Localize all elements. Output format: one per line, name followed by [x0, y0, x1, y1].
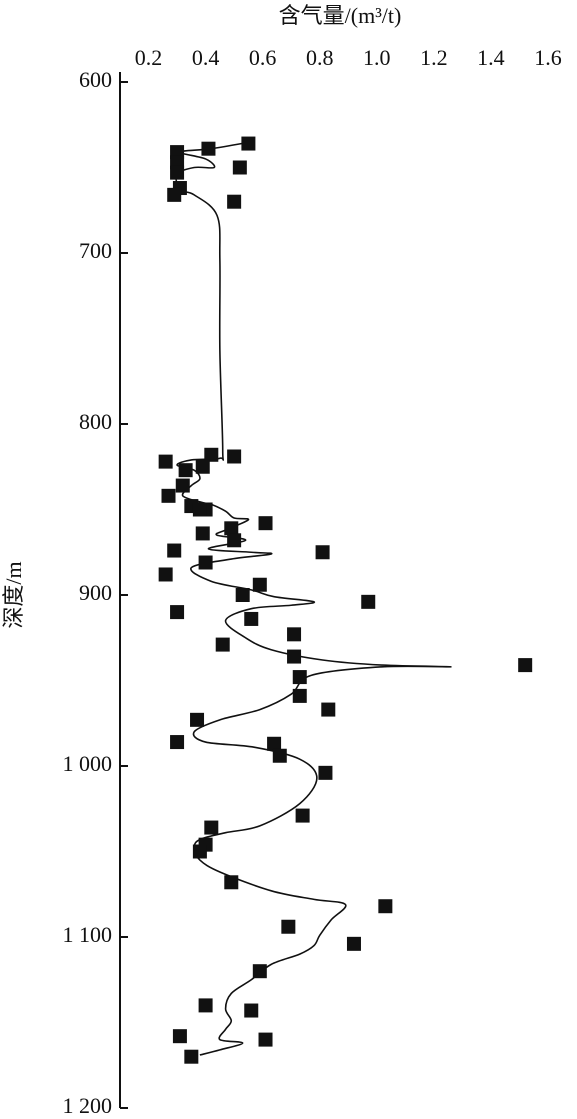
data-point: [198, 555, 213, 570]
x-tick-label: 1.6: [534, 45, 562, 70]
data-point: [195, 526, 210, 541]
data-point: [204, 820, 219, 835]
data-point: [204, 447, 219, 462]
y-axis-title: 深度/m: [1, 561, 26, 628]
data-point: [318, 765, 333, 780]
data-point: [252, 577, 267, 592]
data-point: [361, 594, 376, 609]
x-tick-label: 1.0: [363, 45, 391, 70]
data-point: [172, 1029, 187, 1044]
data-point: [227, 194, 242, 209]
x-tick-label: 1.4: [477, 45, 505, 70]
x-tick-label: 0.2: [135, 45, 163, 70]
data-point: [170, 165, 185, 180]
data-point: [346, 936, 361, 951]
data-point: [170, 735, 185, 750]
x-tick-label: 0.8: [306, 45, 334, 70]
data-point: [161, 488, 176, 503]
data-point: [192, 844, 207, 859]
data-point: [232, 160, 247, 175]
y-tick-label: 700: [79, 238, 112, 263]
data-point: [198, 998, 213, 1013]
y-tick-label: 1 000: [63, 751, 113, 776]
data-point: [158, 454, 173, 469]
data-point: [295, 808, 310, 823]
x-tick-label: 0.6: [249, 45, 277, 70]
fit-curve: [175, 141, 452, 1056]
data-point: [178, 463, 193, 478]
y-tick-label: 1 100: [63, 922, 113, 947]
data-point: [235, 588, 250, 602]
data-point: [175, 478, 190, 493]
x-tick-label: 0.4: [192, 45, 220, 70]
x-tick-label: 1.2: [420, 45, 448, 70]
data-point: [170, 605, 185, 620]
data-point: [267, 736, 282, 751]
data-point: [244, 611, 259, 626]
data-point: [167, 187, 182, 202]
data-point: [195, 459, 210, 474]
data-point: [167, 543, 182, 558]
data-point: [258, 1032, 273, 1047]
data-point: [292, 670, 307, 685]
data-point: [378, 899, 393, 914]
data-point: [227, 449, 242, 464]
data-point: [272, 748, 287, 763]
data-point: [244, 1003, 259, 1018]
data-point: [518, 658, 533, 673]
data-point: [241, 136, 256, 151]
y-tick-label: 1 200: [63, 1093, 113, 1114]
data-point: [192, 502, 207, 517]
data-point: [321, 702, 336, 717]
y-tick-label: 600: [79, 67, 112, 92]
data-point: [281, 919, 296, 934]
data-point: [190, 712, 205, 727]
data-point: [215, 637, 230, 652]
y-tick-label: 800: [79, 409, 112, 434]
data-point: [315, 545, 330, 560]
x-axis-title: 含气量/(m³/t): [279, 3, 402, 28]
y-tick-label: 900: [79, 580, 112, 605]
data-point: [224, 875, 239, 890]
data-point: [201, 141, 216, 156]
data-point: [292, 688, 307, 703]
data-point: [258, 516, 273, 531]
data-point: [184, 1049, 199, 1064]
data-point: [252, 964, 267, 979]
data-point: [287, 627, 302, 642]
data-point: [158, 567, 173, 582]
data-point: [227, 533, 242, 548]
data-point: [287, 649, 302, 664]
data-point: [224, 521, 239, 536]
